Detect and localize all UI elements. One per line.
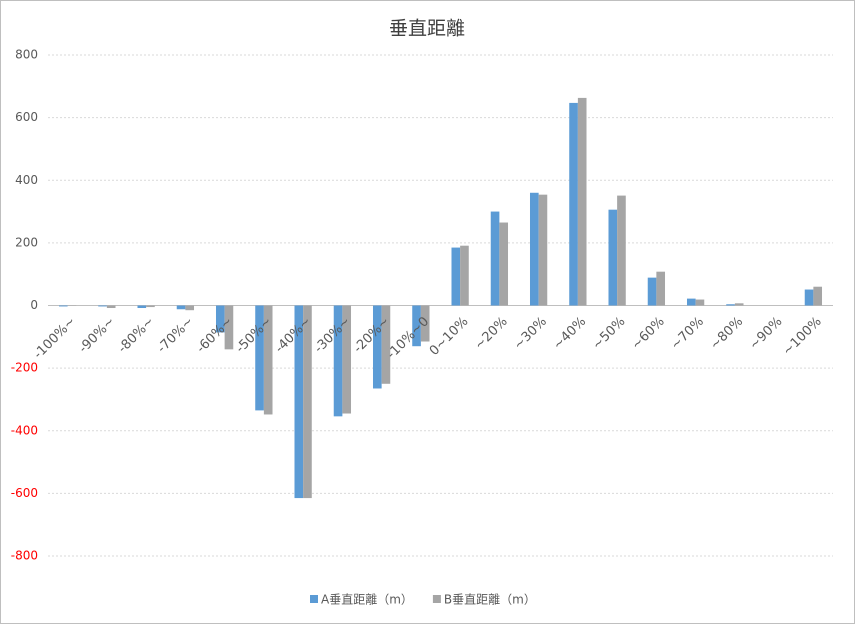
bar <box>420 305 430 342</box>
bar <box>734 303 744 306</box>
y-tick-label: -600 <box>11 486 38 500</box>
bar <box>263 305 273 415</box>
bar <box>412 305 421 347</box>
chart-title: 垂直距離 <box>389 18 465 40</box>
bar <box>608 209 618 306</box>
bar <box>538 194 548 306</box>
bar <box>460 245 469 306</box>
bar <box>255 305 264 411</box>
legend-swatch <box>310 595 318 603</box>
bar <box>224 305 234 350</box>
bar <box>490 211 500 306</box>
bar <box>726 304 735 306</box>
y-tick-label: 0 <box>30 298 38 312</box>
bar <box>294 305 304 499</box>
bar <box>529 192 539 306</box>
legend-label: B垂直距離（m） <box>444 593 536 607</box>
bar <box>695 299 705 306</box>
y-tick-label: 400 <box>15 173 38 187</box>
y-tick-label: 200 <box>15 235 38 249</box>
bar <box>185 305 195 311</box>
legend-label: A垂直距離（m） <box>321 593 413 607</box>
bar <box>617 195 626 306</box>
bar <box>342 305 352 414</box>
legend-swatch <box>432 595 441 603</box>
bar <box>58 305 68 307</box>
bar <box>451 247 461 306</box>
bar <box>804 289 814 306</box>
bar <box>686 298 696 306</box>
y-tick-label: -800 <box>11 549 38 563</box>
y-tick-label: -200 <box>11 361 38 375</box>
bar <box>176 305 186 310</box>
bar <box>137 305 147 309</box>
bar <box>333 305 343 417</box>
bar <box>146 305 155 308</box>
bar <box>303 305 312 499</box>
bar <box>381 305 391 384</box>
bar <box>577 97 587 306</box>
bar <box>647 277 657 306</box>
bar <box>499 222 509 306</box>
bar <box>98 305 107 307</box>
y-tick-label: -400 <box>11 423 38 437</box>
bar <box>372 305 382 389</box>
bar <box>569 102 578 306</box>
bar <box>215 305 225 333</box>
bar <box>656 271 666 306</box>
y-tick-label: 600 <box>15 110 38 124</box>
bar <box>813 286 823 306</box>
bar <box>106 305 116 309</box>
y-tick-label: 800 <box>15 48 38 62</box>
